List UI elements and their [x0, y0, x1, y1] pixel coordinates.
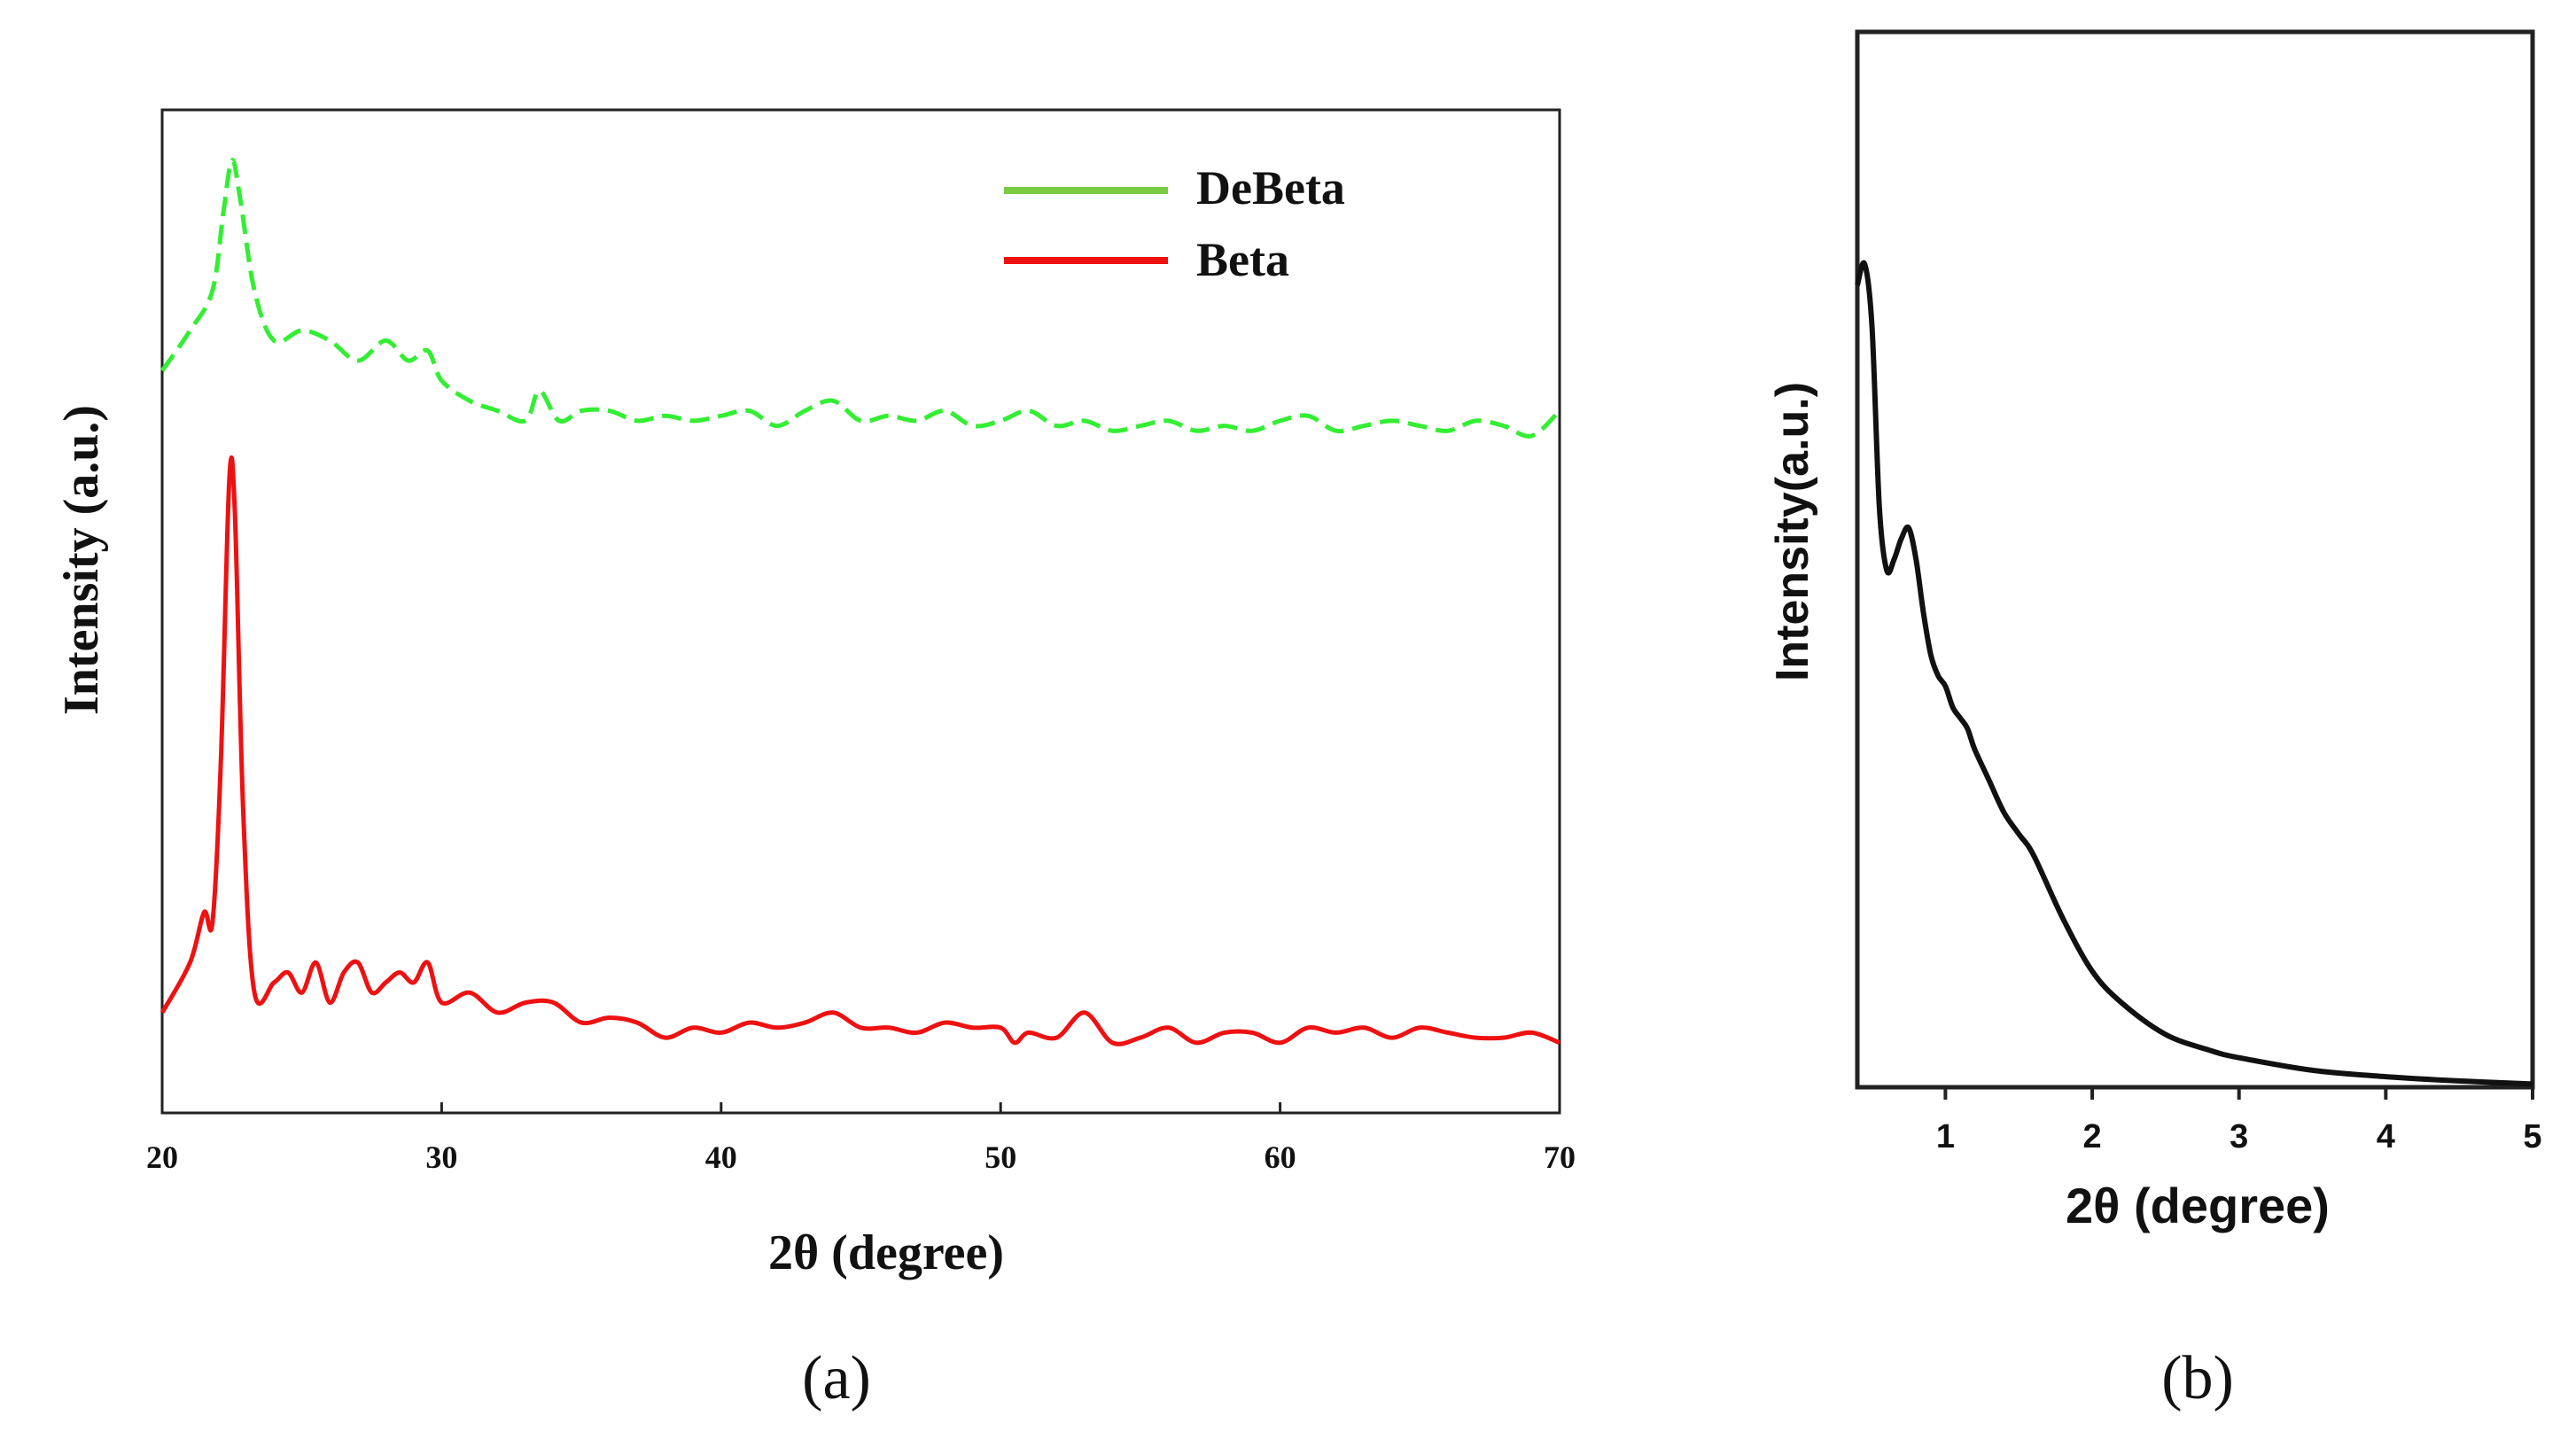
- chart-b-y-axis-label: Intensity(a.u.): [1767, 382, 1818, 681]
- chart-b-x-tick-label: 5: [2523, 1118, 2541, 1155]
- chart-a-x-tick-label: 60: [1265, 1140, 1296, 1175]
- chart-a-x-tick-label: 50: [984, 1140, 1016, 1175]
- chart-b-x-tick-label: 4: [2377, 1118, 2395, 1155]
- legend-label-beta: Beta: [1196, 233, 1289, 286]
- chart-b-x-tick-label: 3: [2230, 1118, 2248, 1155]
- chart-b-plot-frame: [1855, 29, 2535, 1090]
- chart-b-panel-label: (b): [2161, 1344, 2234, 1412]
- chart-a-x-tick-label: 70: [1544, 1140, 1576, 1175]
- chart-a-x-axis-label: 2θ (degree): [768, 1225, 1004, 1280]
- chart-b-x-tick-label: 1: [1936, 1118, 1955, 1155]
- chart-b-series: [1855, 260, 2533, 1087]
- legend-label-debeta: DeBeta: [1196, 161, 1345, 214]
- chart-b-x-axis-label: 2θ (degree): [2066, 1178, 2330, 1233]
- chart-a-y-axis-label: Intensity (a.u.): [54, 405, 109, 715]
- chart-a-legend: DeBeta Beta: [1004, 161, 1345, 286]
- chart-a-x-tick-label: 30: [425, 1140, 457, 1175]
- chart-b-x-tick-label: 2: [2082, 1118, 2101, 1155]
- series-line-beta: [160, 455, 1560, 1046]
- chart-a-x-tick-label: 40: [705, 1140, 737, 1175]
- series-line-saxs: [1855, 260, 2533, 1087]
- chart-a: 20 30 40 50 60 70 DeBeta Beta 2θ (degree) Int…: [54, 108, 1576, 1412]
- chart-a-panel-label: (a): [802, 1344, 871, 1412]
- chart-a-x-ticks: 20 30 40 50 60 70: [146, 1102, 1576, 1175]
- chart-a-x-tick-label: 20: [146, 1140, 178, 1175]
- chart-a-plot-frame: [160, 108, 1561, 1115]
- series-line-debeta: [160, 158, 1561, 439]
- chart-b-x-ticks: 1 2 3 4 5: [1936, 1087, 2542, 1155]
- chart-b: 1 2 3 4 5 2θ (degree) Intensity(a.u.) (b): [1767, 29, 2542, 1412]
- chart-a-series: [160, 158, 1561, 1046]
